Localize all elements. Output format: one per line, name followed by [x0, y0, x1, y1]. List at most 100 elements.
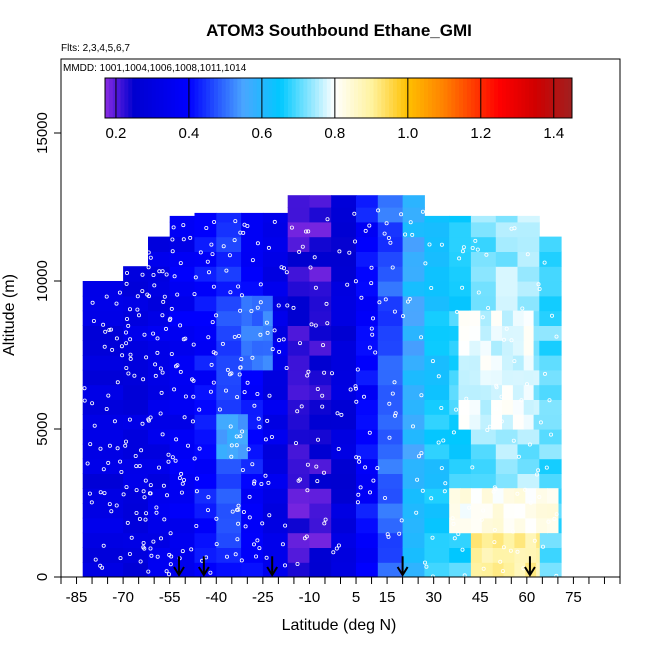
colorbar-step: [455, 78, 460, 118]
heatmap-patch: [449, 488, 461, 504]
sample-point: [363, 228, 368, 233]
sample-point: [308, 265, 313, 270]
x-tick-label: 5: [352, 589, 360, 606]
heatmap-patch: [492, 503, 505, 519]
sample-point: [456, 532, 461, 537]
sample-point: [211, 380, 216, 385]
heatmap-cell: [424, 295, 450, 312]
heatmap-patch: [469, 384, 481, 400]
heatmap-cell: [216, 251, 242, 267]
heatmap-cell: [356, 340, 379, 356]
heatmap-cell: [194, 340, 217, 356]
heatmap-cell: [424, 310, 450, 326]
heatmap-cell: [377, 399, 404, 415]
sample-point: [436, 440, 441, 445]
heatmap-cell: [169, 310, 196, 326]
heatmap-cell: [241, 384, 264, 400]
heatmap-cell: [82, 355, 124, 371]
heatmap-cell: [241, 212, 264, 223]
sample-point: [109, 327, 114, 332]
sample-point: [357, 459, 362, 464]
sample-point: [206, 335, 211, 340]
heatmap-cell: [356, 355, 379, 371]
sample-point: [144, 511, 149, 516]
heatmap-patch: [252, 295, 264, 312]
sample-point: [527, 442, 532, 447]
sample-point: [315, 479, 320, 484]
heatmap-cell: [169, 384, 196, 400]
heatmap-patch: [512, 414, 525, 430]
heatmap-cell: [356, 429, 379, 445]
sample-point: [210, 252, 215, 257]
heatmap-cell: [309, 458, 332, 474]
sample-point: [208, 389, 213, 394]
colorbar-step: [264, 78, 269, 118]
heatmap-cell: [194, 562, 217, 577]
heatmap-cell: [169, 325, 196, 341]
colorbar-step: [182, 78, 188, 118]
heatmap-patch: [502, 384, 514, 400]
heatmap-patch: [469, 325, 481, 341]
heatmap-cell: [377, 355, 404, 371]
heatmap-cell: [216, 221, 242, 238]
heatmap-cell: [402, 517, 425, 534]
sample-point: [422, 560, 427, 565]
heatmap-cell: [356, 221, 379, 238]
heatmap-cell: [287, 369, 310, 386]
sample-point: [291, 305, 296, 310]
sample-point: [353, 384, 358, 389]
sample-point: [392, 380, 397, 385]
heatmap-cell: [216, 340, 242, 356]
x-tick-label: 15: [379, 589, 396, 606]
sample-point: [516, 454, 521, 459]
sample-point: [214, 313, 219, 318]
sample-point: [554, 512, 559, 517]
heatmap-cell: [169, 281, 196, 297]
heatmap-patch: [227, 443, 239, 460]
heatmap-cell: [148, 443, 171, 460]
heatmap-patch: [262, 325, 273, 341]
sample-point: [450, 516, 455, 521]
sample-point: [320, 404, 325, 409]
heatmap-cell: [82, 399, 124, 415]
sample-point: [305, 373, 310, 378]
heatmap-cell: [194, 399, 217, 415]
heatmap-cell: [424, 266, 450, 282]
heatmap-patch: [514, 517, 526, 534]
heatmap-cell: [424, 547, 450, 563]
heatmap-cell: [148, 547, 171, 563]
heatmap-cell: [82, 562, 124, 577]
heatmap-patch: [491, 340, 503, 356]
heatmap-patch: [481, 562, 494, 577]
sample-point: [315, 437, 320, 442]
x-tick-label: -70: [112, 589, 134, 606]
colorbar-step: [143, 78, 149, 118]
heatmap-cell: [123, 562, 149, 577]
sample-point: [153, 362, 158, 367]
sample-point: [297, 341, 302, 346]
sample-point: [537, 494, 542, 499]
sample-point: [101, 543, 106, 548]
sample-point: [525, 382, 530, 387]
heatmap-cell: [241, 281, 264, 297]
sample-point: [127, 417, 132, 422]
sample-point: [135, 307, 140, 312]
sample-point: [457, 256, 462, 261]
sample-point: [367, 223, 372, 228]
heatmap-patch: [525, 503, 537, 519]
heatmap-cell: [356, 399, 379, 415]
heatmap-patch: [481, 488, 494, 504]
colorbar-step: [501, 78, 507, 118]
sample-point: [419, 335, 424, 340]
heatmap-cell: [216, 310, 242, 326]
sample-point: [419, 451, 424, 456]
sample-point: [487, 424, 492, 429]
sample-point: [204, 225, 209, 230]
sample-point: [461, 406, 466, 411]
heatmap-patch: [514, 532, 526, 548]
sample-point: [475, 247, 480, 252]
heatmap-cell: [377, 310, 404, 326]
heatmap-patch: [514, 562, 526, 577]
heatmap-cell: [424, 221, 450, 238]
sample-point: [174, 437, 179, 442]
